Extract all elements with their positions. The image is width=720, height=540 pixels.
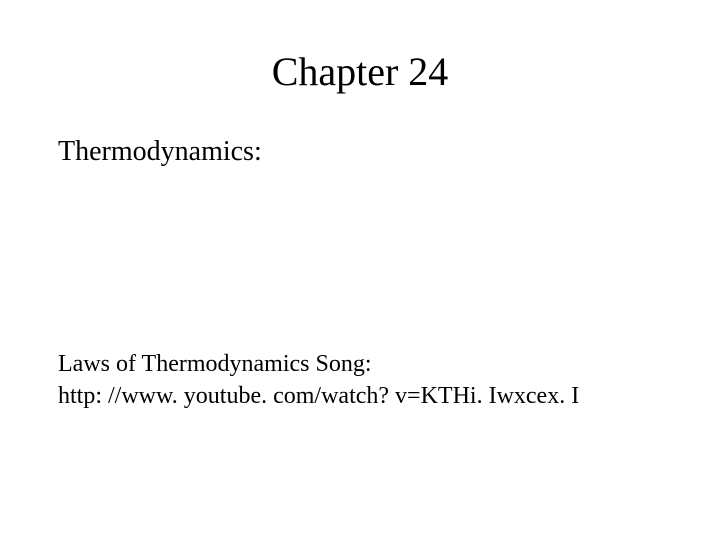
slide-subtitle: Thermodynamics:: [58, 136, 262, 168]
slide-title: Chapter 24: [0, 48, 720, 95]
slide: Chapter 24 Thermodynamics: Laws of Therm…: [0, 0, 720, 540]
body-line-1: Laws of Thermodynamics Song:: [58, 348, 579, 380]
slide-body: Laws of Thermodynamics Song: http: //www…: [58, 348, 579, 413]
body-line-2-url: http: //www. youtube. com/watch? v=KTHi.…: [58, 380, 579, 412]
